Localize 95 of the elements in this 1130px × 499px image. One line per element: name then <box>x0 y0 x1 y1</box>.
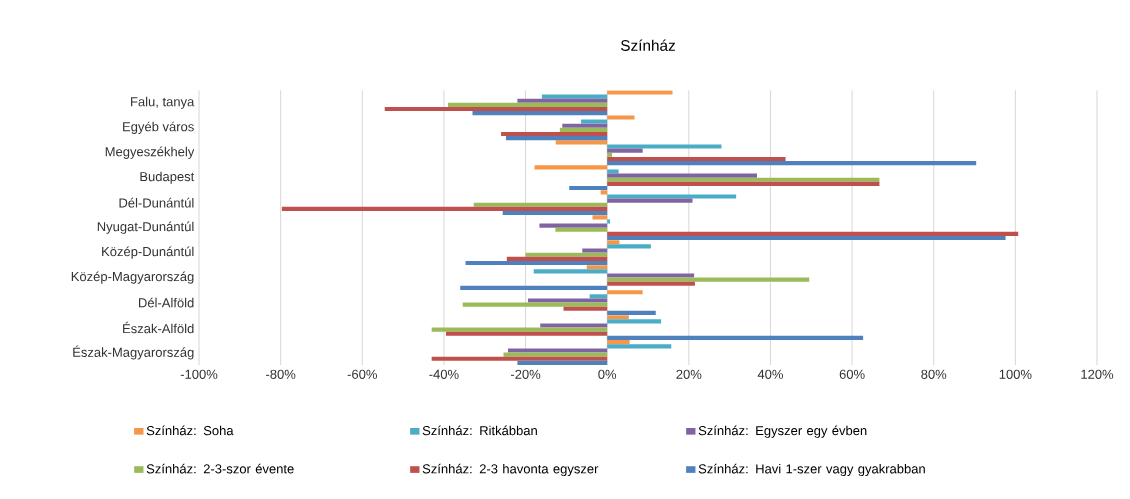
bar <box>460 285 608 290</box>
bar <box>607 344 672 349</box>
legend-label: Színház: Soha <box>146 425 234 436</box>
bar <box>528 298 608 303</box>
bar <box>607 277 810 282</box>
x-tick-label: -80% <box>266 369 296 379</box>
bar <box>607 310 656 315</box>
y-tick-label: Közép-Magyarország <box>71 271 194 284</box>
bar <box>607 90 673 95</box>
chart-title: Színház <box>620 39 675 51</box>
bar <box>533 269 608 274</box>
bar <box>607 148 643 153</box>
bar <box>555 140 608 145</box>
bar <box>534 165 608 170</box>
bar <box>559 127 608 132</box>
bar <box>607 115 635 120</box>
bar <box>431 327 608 332</box>
bar <box>607 161 977 166</box>
bar <box>555 227 608 232</box>
y-tick-label: Észak-Alföld <box>123 321 194 334</box>
legend-label: Színház: Ritkábban <box>422 425 537 436</box>
x-tick-label: 120% <box>1081 369 1114 379</box>
bar <box>502 210 608 216</box>
y-tick-label: Dél-Alföld <box>139 297 194 308</box>
bar <box>607 273 695 278</box>
bar <box>607 281 695 286</box>
bar <box>607 231 1019 236</box>
x-tick-label: 0% <box>598 369 617 379</box>
x-tick-label: -60% <box>347 369 377 379</box>
y-tick-label: Dél-Dunántúl <box>119 197 194 208</box>
bar <box>607 315 629 320</box>
bar <box>569 185 608 191</box>
bar <box>581 119 608 124</box>
x-tick-label: -20% <box>510 369 541 379</box>
bar <box>525 252 608 257</box>
bar <box>445 331 608 336</box>
x-tick-label: 80% <box>921 369 947 379</box>
bar <box>607 177 880 182</box>
bar <box>563 306 608 311</box>
bar <box>589 294 608 299</box>
x-tick-label: 40% <box>757 369 784 379</box>
bar <box>607 235 1006 241</box>
bar <box>517 360 608 365</box>
bar <box>607 335 864 340</box>
legend-label: Színház: 2-3-szor évente <box>146 463 294 474</box>
y-tick-label: Nyugat-Dunántúl <box>97 221 194 234</box>
x-tick-label: 20% <box>676 369 702 379</box>
bar <box>540 323 608 328</box>
x-tick-label: 100% <box>999 369 1032 379</box>
bar <box>384 106 608 112</box>
bar <box>607 198 693 203</box>
x-tick-label: 60% <box>839 369 865 379</box>
bar <box>539 223 608 228</box>
bar <box>517 98 608 103</box>
bar <box>607 156 786 162</box>
bar <box>607 290 643 295</box>
bar <box>473 202 608 207</box>
y-tick-label: Észak-Magyarország <box>73 345 194 360</box>
bar <box>592 215 608 220</box>
bar <box>607 319 662 324</box>
bar <box>607 152 613 157</box>
y-tick-label: Budapest <box>140 171 195 184</box>
bar <box>472 111 608 116</box>
y-tick-label: Megyeszékhely <box>105 146 195 159</box>
bar <box>607 240 620 245</box>
bar <box>541 94 608 99</box>
x-tick-label: -40% <box>429 369 459 379</box>
bar <box>607 173 757 178</box>
bar <box>465 260 608 266</box>
bar <box>607 244 651 249</box>
bar <box>607 340 630 345</box>
bar <box>607 169 619 174</box>
bar <box>607 194 737 199</box>
bar <box>607 144 722 149</box>
bar <box>281 206 608 211</box>
bar <box>503 352 608 357</box>
bar <box>505 136 608 141</box>
bar <box>607 219 611 224</box>
y-tick-label: Közép-Dunántúl <box>102 246 194 259</box>
bar <box>462 302 608 307</box>
bar <box>607 181 880 186</box>
bar <box>582 248 608 253</box>
bar <box>431 356 608 361</box>
legend-label: Színház: 2-3 havonta egyszer <box>422 463 599 477</box>
bar <box>506 256 608 261</box>
x-tick-label: -100% <box>180 369 218 379</box>
bar <box>586 265 608 270</box>
y-tick-label: Egyéb város <box>123 121 194 134</box>
bar <box>448 102 608 107</box>
bar <box>562 123 608 128</box>
y-tick-label: Falu, tanya <box>131 96 195 109</box>
legend-label: Színház: Havi 1-szer vagy gyakrabban <box>698 463 925 477</box>
bar <box>508 348 608 353</box>
legend-label: Színház: Egyszer egy évben <box>698 425 867 438</box>
bar <box>501 131 608 137</box>
